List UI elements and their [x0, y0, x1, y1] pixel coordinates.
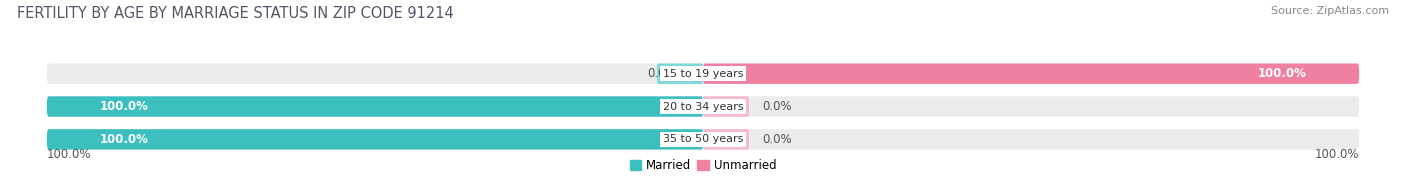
Text: 15 to 19 years: 15 to 19 years: [662, 69, 744, 79]
Text: 0.0%: 0.0%: [762, 133, 792, 146]
Text: 100.0%: 100.0%: [46, 148, 91, 161]
FancyBboxPatch shape: [46, 64, 1360, 84]
Text: 0.0%: 0.0%: [647, 67, 676, 80]
Legend: Married, Unmarried: Married, Unmarried: [624, 154, 782, 177]
FancyBboxPatch shape: [703, 96, 749, 117]
Text: 100.0%: 100.0%: [1258, 67, 1306, 80]
FancyBboxPatch shape: [46, 129, 1360, 150]
FancyBboxPatch shape: [703, 64, 1360, 84]
Text: 20 to 34 years: 20 to 34 years: [662, 102, 744, 112]
Text: Source: ZipAtlas.com: Source: ZipAtlas.com: [1271, 6, 1389, 16]
Text: 35 to 50 years: 35 to 50 years: [662, 134, 744, 144]
Text: 100.0%: 100.0%: [100, 133, 148, 146]
Text: FERTILITY BY AGE BY MARRIAGE STATUS IN ZIP CODE 91214: FERTILITY BY AGE BY MARRIAGE STATUS IN Z…: [17, 6, 454, 21]
FancyBboxPatch shape: [657, 64, 703, 84]
FancyBboxPatch shape: [46, 96, 1360, 117]
Text: 100.0%: 100.0%: [100, 100, 148, 113]
FancyBboxPatch shape: [46, 96, 703, 117]
FancyBboxPatch shape: [703, 129, 749, 150]
Text: 100.0%: 100.0%: [1315, 148, 1360, 161]
FancyBboxPatch shape: [46, 129, 703, 150]
Text: 0.0%: 0.0%: [762, 100, 792, 113]
